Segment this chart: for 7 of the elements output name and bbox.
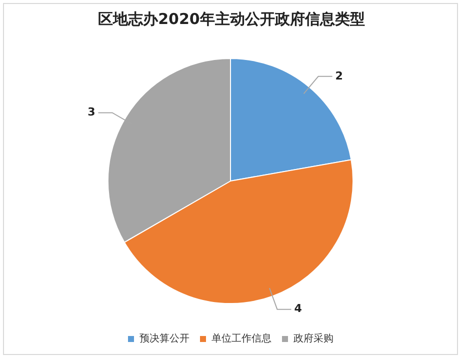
legend-label: 政府采购 <box>294 332 334 345</box>
data-label: 2 <box>335 69 343 82</box>
legend-label: 预决算公开 <box>140 332 190 345</box>
data-label: 4 <box>294 302 302 316</box>
chart-title: 区地志办2020年主动公开政府信息类型 <box>97 10 366 29</box>
legend-label: 单位工作信息 <box>212 332 272 345</box>
data-label: 3 <box>88 106 96 119</box>
